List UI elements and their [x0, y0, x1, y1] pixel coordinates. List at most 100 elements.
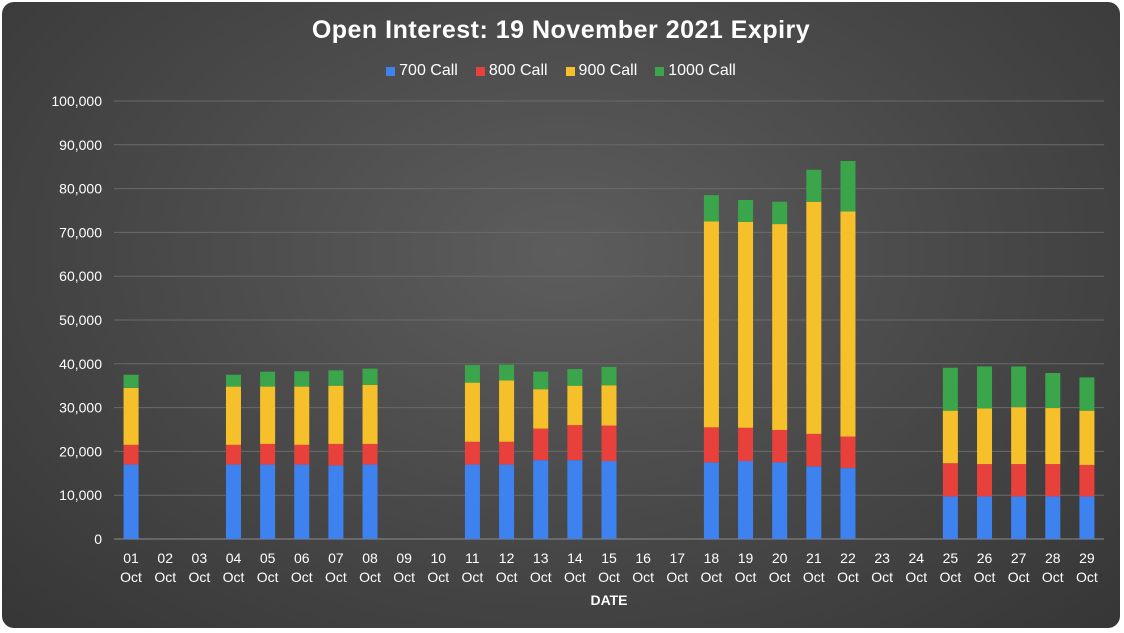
x-tick-label: 13	[533, 550, 549, 566]
bar-segment	[977, 366, 993, 409]
bar-segment	[362, 384, 378, 444]
x-tick-label: 21	[806, 550, 822, 566]
x-tick-label: Oct	[325, 569, 347, 585]
bar-segment	[806, 433, 822, 467]
x-tick-label: Oct	[632, 569, 654, 585]
bar-segment	[1011, 464, 1027, 497]
bar-segment	[840, 436, 856, 469]
x-tick-label: Oct	[496, 569, 518, 585]
bar-segment	[977, 408, 993, 465]
bar-segment	[567, 425, 583, 461]
bar-segment	[567, 460, 583, 539]
x-tick-label: 18	[704, 550, 720, 566]
bar-segment	[294, 464, 310, 539]
bar-segment	[806, 466, 822, 539]
bar-segment	[1011, 407, 1027, 465]
x-tick-label: 01	[123, 550, 139, 566]
bar-segment	[294, 444, 310, 465]
legend-item-800-call: 800 Call	[475, 62, 548, 80]
bar-segment	[840, 211, 856, 437]
bar-segment	[362, 368, 378, 385]
bar-segment	[1079, 410, 1095, 465]
x-tick-label: 29	[1079, 550, 1095, 566]
x-tick-label: Oct	[837, 569, 859, 585]
x-axis-label: DATE	[590, 592, 627, 608]
bar-segment	[328, 465, 344, 539]
bar-segment	[772, 462, 788, 539]
x-tick-label: Oct	[427, 569, 449, 585]
bar-segment	[1079, 496, 1095, 539]
x-tick-label: 20	[772, 550, 788, 566]
bar-segment	[225, 386, 241, 445]
x-tick-label: Oct	[769, 569, 791, 585]
bar-segment	[772, 429, 788, 463]
legend-swatch-800-call	[475, 66, 485, 76]
bar-segment	[362, 443, 378, 465]
x-tick-label: 08	[362, 550, 378, 566]
x-tick-label: Oct	[939, 569, 961, 585]
bar-segment	[772, 201, 788, 225]
bar-segment	[977, 464, 993, 497]
bar-segment	[840, 468, 856, 539]
bar-segment	[362, 464, 378, 539]
x-tick-label: 12	[499, 550, 515, 566]
x-tick-label: Oct	[666, 569, 688, 585]
bars	[123, 161, 1095, 539]
x-tick-label: Oct	[871, 569, 893, 585]
x-tick-label: 09	[396, 550, 412, 566]
legend-item-1000-call: 1000 Call	[655, 62, 736, 80]
x-tick-label: Oct	[1008, 569, 1030, 585]
bar-segment	[738, 221, 754, 428]
x-tick-label: 16	[635, 550, 651, 566]
bar-segment	[260, 386, 276, 444]
bar-segment	[977, 496, 993, 539]
bar-segment	[567, 369, 583, 386]
x-tick-label: 04	[226, 550, 242, 566]
bar-segment	[703, 427, 719, 463]
legend-swatch-900-call	[565, 66, 575, 76]
bar-segment	[703, 221, 719, 428]
x-tick-label: Oct	[223, 569, 245, 585]
legend-label-800-call: 800 Call	[488, 62, 548, 79]
chart-title: Open Interest: 19 November 2021 Expiry	[311, 16, 811, 44]
bar-segment	[601, 385, 617, 426]
bar-segment	[225, 374, 241, 387]
bar-segment	[294, 371, 310, 387]
x-tick-label: 23	[874, 550, 890, 566]
bar-segment	[328, 370, 344, 386]
x-tick-label: 26	[977, 550, 993, 566]
x-axis-ticks: 01 Oct 02 Oct 03 Oct 04 Oct 05 Oct 06 Oct 07 Oct 08 Oct…	[120, 550, 1098, 585]
x-tick-label: 19	[738, 550, 754, 566]
bar-segment	[942, 496, 958, 539]
y-tick-label: 60,000	[59, 268, 102, 284]
x-tick-label: Oct	[1076, 569, 1098, 585]
y-tick-label: 20,000	[59, 443, 102, 459]
bar-segment	[942, 410, 958, 464]
x-tick-label: 02	[157, 550, 173, 566]
legend-swatch-1000-call	[655, 66, 665, 76]
bar-segment	[703, 195, 719, 222]
bar-segment	[225, 464, 241, 539]
bar-segment	[806, 169, 822, 202]
x-tick-label: 03	[192, 550, 208, 566]
x-tick-label: Oct	[598, 569, 620, 585]
bar-segment	[1045, 464, 1061, 497]
bar-segment	[464, 365, 480, 383]
bar-segment	[703, 462, 719, 539]
bar-segment	[738, 427, 754, 462]
bar-segment	[601, 461, 617, 539]
bar-segment	[123, 387, 139, 445]
x-tick-label: 17	[669, 550, 685, 566]
y-tick-label: 40,000	[59, 356, 102, 372]
bar-segment	[1079, 464, 1095, 497]
x-tick-label: Oct	[154, 569, 176, 585]
bar-segment	[464, 464, 480, 539]
bar-segment	[260, 371, 276, 387]
bar-segment	[533, 460, 549, 539]
bar-segment	[840, 161, 856, 212]
bar-segment	[123, 374, 139, 388]
x-tick-label: Oct	[120, 569, 142, 585]
x-tick-label: Oct	[701, 569, 723, 585]
bar-segment	[1045, 496, 1061, 539]
x-tick-label: 07	[328, 550, 344, 566]
